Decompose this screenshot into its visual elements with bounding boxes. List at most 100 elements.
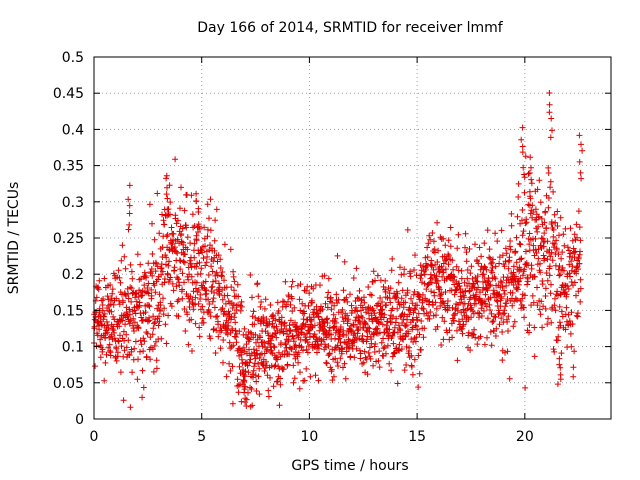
data-point [276, 402, 283, 409]
data-point [531, 324, 538, 331]
data-point [177, 257, 184, 264]
data-point [178, 238, 185, 245]
data-point [445, 252, 452, 259]
data-point [516, 240, 523, 247]
data-point [215, 280, 222, 287]
data-point [546, 272, 553, 279]
data-point [163, 175, 170, 182]
data-point [526, 202, 533, 209]
data-point [256, 355, 263, 361]
data-point [389, 255, 396, 262]
data-point [439, 267, 446, 273]
data-point [484, 287, 491, 294]
x-tick-label: 0 [90, 429, 99, 445]
data-point [524, 281, 531, 288]
data-point [555, 266, 562, 273]
data-point [94, 284, 101, 291]
data-point [170, 287, 177, 294]
data-point [559, 264, 566, 271]
y-tick-label: 0.1 [62, 340, 84, 356]
data-point [382, 277, 389, 284]
data-point [544, 277, 551, 284]
data-point [247, 403, 254, 410]
data-point [193, 279, 200, 286]
data-point [297, 336, 304, 343]
data-point [498, 279, 505, 286]
data-point [121, 337, 128, 344]
data-point [534, 228, 541, 235]
data-point [145, 302, 152, 309]
data-point [274, 356, 281, 363]
data-point [454, 327, 460, 334]
data-point [503, 300, 510, 307]
data-point [282, 348, 288, 354]
data-point [260, 319, 267, 326]
data-point [140, 335, 147, 342]
data-point [131, 328, 137, 334]
data-point [533, 250, 540, 256]
data-point [379, 306, 386, 313]
data-point [563, 304, 570, 311]
data-point [526, 170, 533, 176]
data-point [567, 273, 573, 280]
data-point [541, 219, 548, 226]
data-point [435, 247, 442, 254]
data-point [213, 314, 219, 320]
data-point [289, 308, 296, 315]
data-point [429, 230, 436, 236]
data-point [429, 262, 436, 269]
data-point [426, 315, 433, 322]
data-point [488, 342, 495, 349]
data-point [514, 213, 521, 220]
data-point [558, 350, 565, 357]
data-point [116, 323, 123, 330]
data-point [157, 308, 164, 314]
data-point [160, 295, 166, 302]
data-point [486, 254, 493, 261]
data-point [380, 335, 387, 342]
data-point [118, 343, 125, 350]
data-point [496, 260, 503, 267]
data-point [185, 341, 192, 348]
data-point [440, 260, 447, 267]
data-point [329, 346, 336, 353]
data-point [265, 387, 272, 394]
data-point [135, 325, 142, 332]
data-point [456, 299, 463, 306]
data-point [243, 403, 250, 409]
data-point [128, 268, 135, 275]
data-point [577, 248, 583, 255]
data-point [394, 290, 401, 297]
data-point [454, 245, 461, 252]
data-point [501, 263, 508, 270]
data-point [354, 308, 361, 315]
data-point [357, 350, 364, 357]
data-point [129, 275, 136, 282]
data-point [504, 318, 511, 325]
x-tick-label: 15 [408, 429, 426, 445]
data-point [372, 277, 378, 284]
data-point [382, 288, 389, 295]
data-point [545, 315, 551, 322]
data-point [465, 329, 472, 336]
data-point [285, 298, 291, 305]
data-point [454, 307, 461, 314]
data-point [186, 257, 193, 264]
data-point [268, 362, 275, 369]
data-point [156, 230, 163, 237]
data-point [199, 249, 206, 256]
data-point [125, 196, 132, 203]
data-point [205, 272, 212, 278]
data-point [434, 259, 441, 265]
data-point [368, 292, 375, 299]
data-point [317, 282, 323, 289]
data-point [472, 334, 479, 341]
data-point [242, 395, 249, 402]
data-point [266, 318, 273, 325]
data-point [516, 278, 522, 285]
data-point [252, 355, 259, 362]
data-point [241, 389, 248, 396]
data-point [544, 321, 551, 328]
data-point [568, 343, 575, 350]
data-point [220, 359, 226, 366]
